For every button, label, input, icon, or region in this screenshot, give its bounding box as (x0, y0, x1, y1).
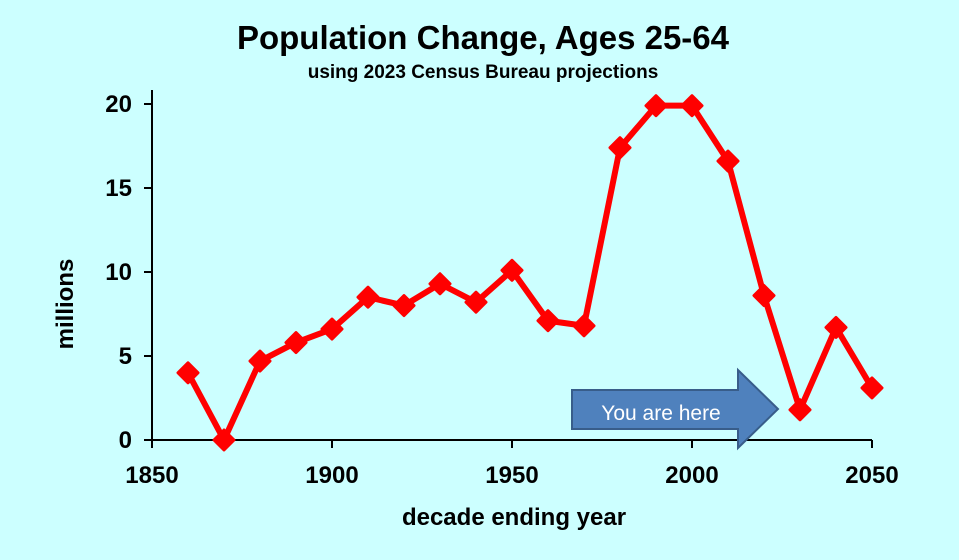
data-point (572, 314, 596, 338)
data-point (680, 94, 704, 118)
callout-arrow (571, 367, 780, 451)
x-tick-label: 1900 (305, 462, 358, 489)
axes: 0 5 10 15 20 1850 1900 1950 2000 2050 (105, 90, 899, 489)
y-tick-label: 15 (105, 175, 132, 202)
chart-title: Population Change, Ages 25-64 (237, 19, 730, 56)
data-point (212, 428, 236, 452)
x-tick-label: 2000 (665, 462, 718, 489)
data-point (320, 317, 344, 341)
y-tick-label: 0 (119, 427, 132, 454)
series-layer (176, 94, 884, 452)
y-tick-label: 20 (105, 91, 132, 118)
y-tick-label: 10 (105, 259, 132, 286)
data-point (500, 258, 524, 282)
data-point (752, 284, 776, 308)
series-line (185, 102, 875, 443)
data-point (284, 331, 308, 355)
data-point (176, 361, 200, 385)
data-point (608, 136, 632, 160)
x-tick-label: 2050 (845, 462, 898, 489)
data-point (860, 376, 884, 400)
x-tick-label: 1850 (125, 462, 178, 489)
data-point (428, 272, 452, 296)
data-point (356, 285, 380, 309)
data-point (824, 315, 848, 339)
x-axis-label: decade ending year (402, 504, 626, 531)
x-tick-label: 1950 (485, 462, 538, 489)
data-point (248, 349, 272, 373)
y-axis-label: millions (52, 259, 79, 350)
data-point (644, 94, 668, 118)
data-point (536, 309, 560, 333)
chart-subtitle: using 2023 Census Bureau projections (308, 62, 659, 83)
data-point (788, 398, 812, 422)
data-point (716, 149, 740, 173)
data-point (392, 294, 416, 318)
data-point (464, 290, 488, 314)
annotation-callout: You are here (571, 367, 780, 451)
callout-text: You are here (601, 402, 721, 425)
y-tick-label: 5 (119, 343, 132, 370)
